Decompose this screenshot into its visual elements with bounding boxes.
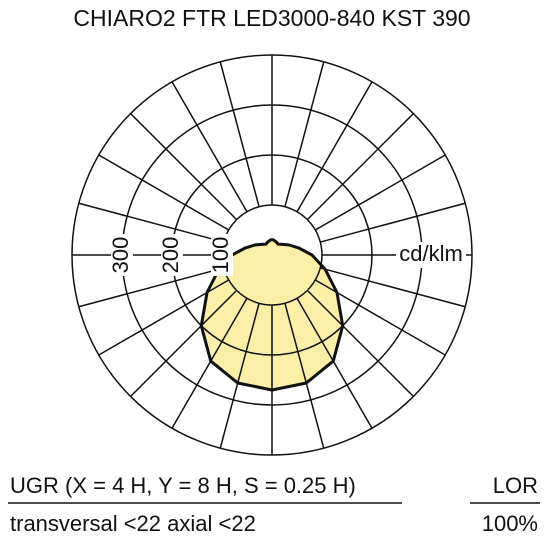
r-tick-label: 200 bbox=[158, 237, 183, 274]
radial-line bbox=[130, 289, 238, 397]
radial-line bbox=[320, 267, 466, 308]
label-bg bbox=[211, 234, 233, 276]
radial-line bbox=[320, 202, 466, 243]
label-bg bbox=[396, 242, 466, 268]
radial-line bbox=[306, 289, 414, 397]
r-tick-label: 100 bbox=[208, 237, 233, 274]
radial-line bbox=[130, 113, 238, 221]
radial-line bbox=[78, 267, 224, 308]
radial-line bbox=[219, 61, 260, 207]
r-tick-label: 300 bbox=[108, 237, 133, 274]
ugr-values: transversal <22 axial <22 bbox=[10, 511, 256, 536]
label-bg bbox=[111, 234, 133, 276]
radial-line bbox=[98, 154, 230, 231]
radial-line bbox=[306, 113, 414, 221]
label-bg bbox=[161, 234, 183, 276]
radial-line bbox=[314, 154, 446, 231]
radial-line bbox=[296, 81, 373, 213]
radial-line bbox=[78, 202, 224, 243]
radial-line bbox=[219, 303, 260, 449]
intensity-curve bbox=[271, 237, 345, 392]
lor-label: LOR bbox=[493, 473, 538, 498]
radial-line bbox=[171, 81, 248, 213]
ugr-text: UGR (X = 4 H, Y = 8 H, S = 0.25 H) bbox=[10, 473, 356, 498]
radial-line bbox=[284, 61, 325, 207]
radial-line bbox=[284, 303, 325, 449]
lor-value: 100% bbox=[482, 511, 538, 536]
unit-label: cd/klm bbox=[399, 241, 463, 266]
radial-line bbox=[171, 297, 248, 429]
chart-title: CHIARO2 FTR LED3000-840 KST 390 bbox=[73, 5, 470, 31]
radial-line bbox=[296, 297, 373, 429]
